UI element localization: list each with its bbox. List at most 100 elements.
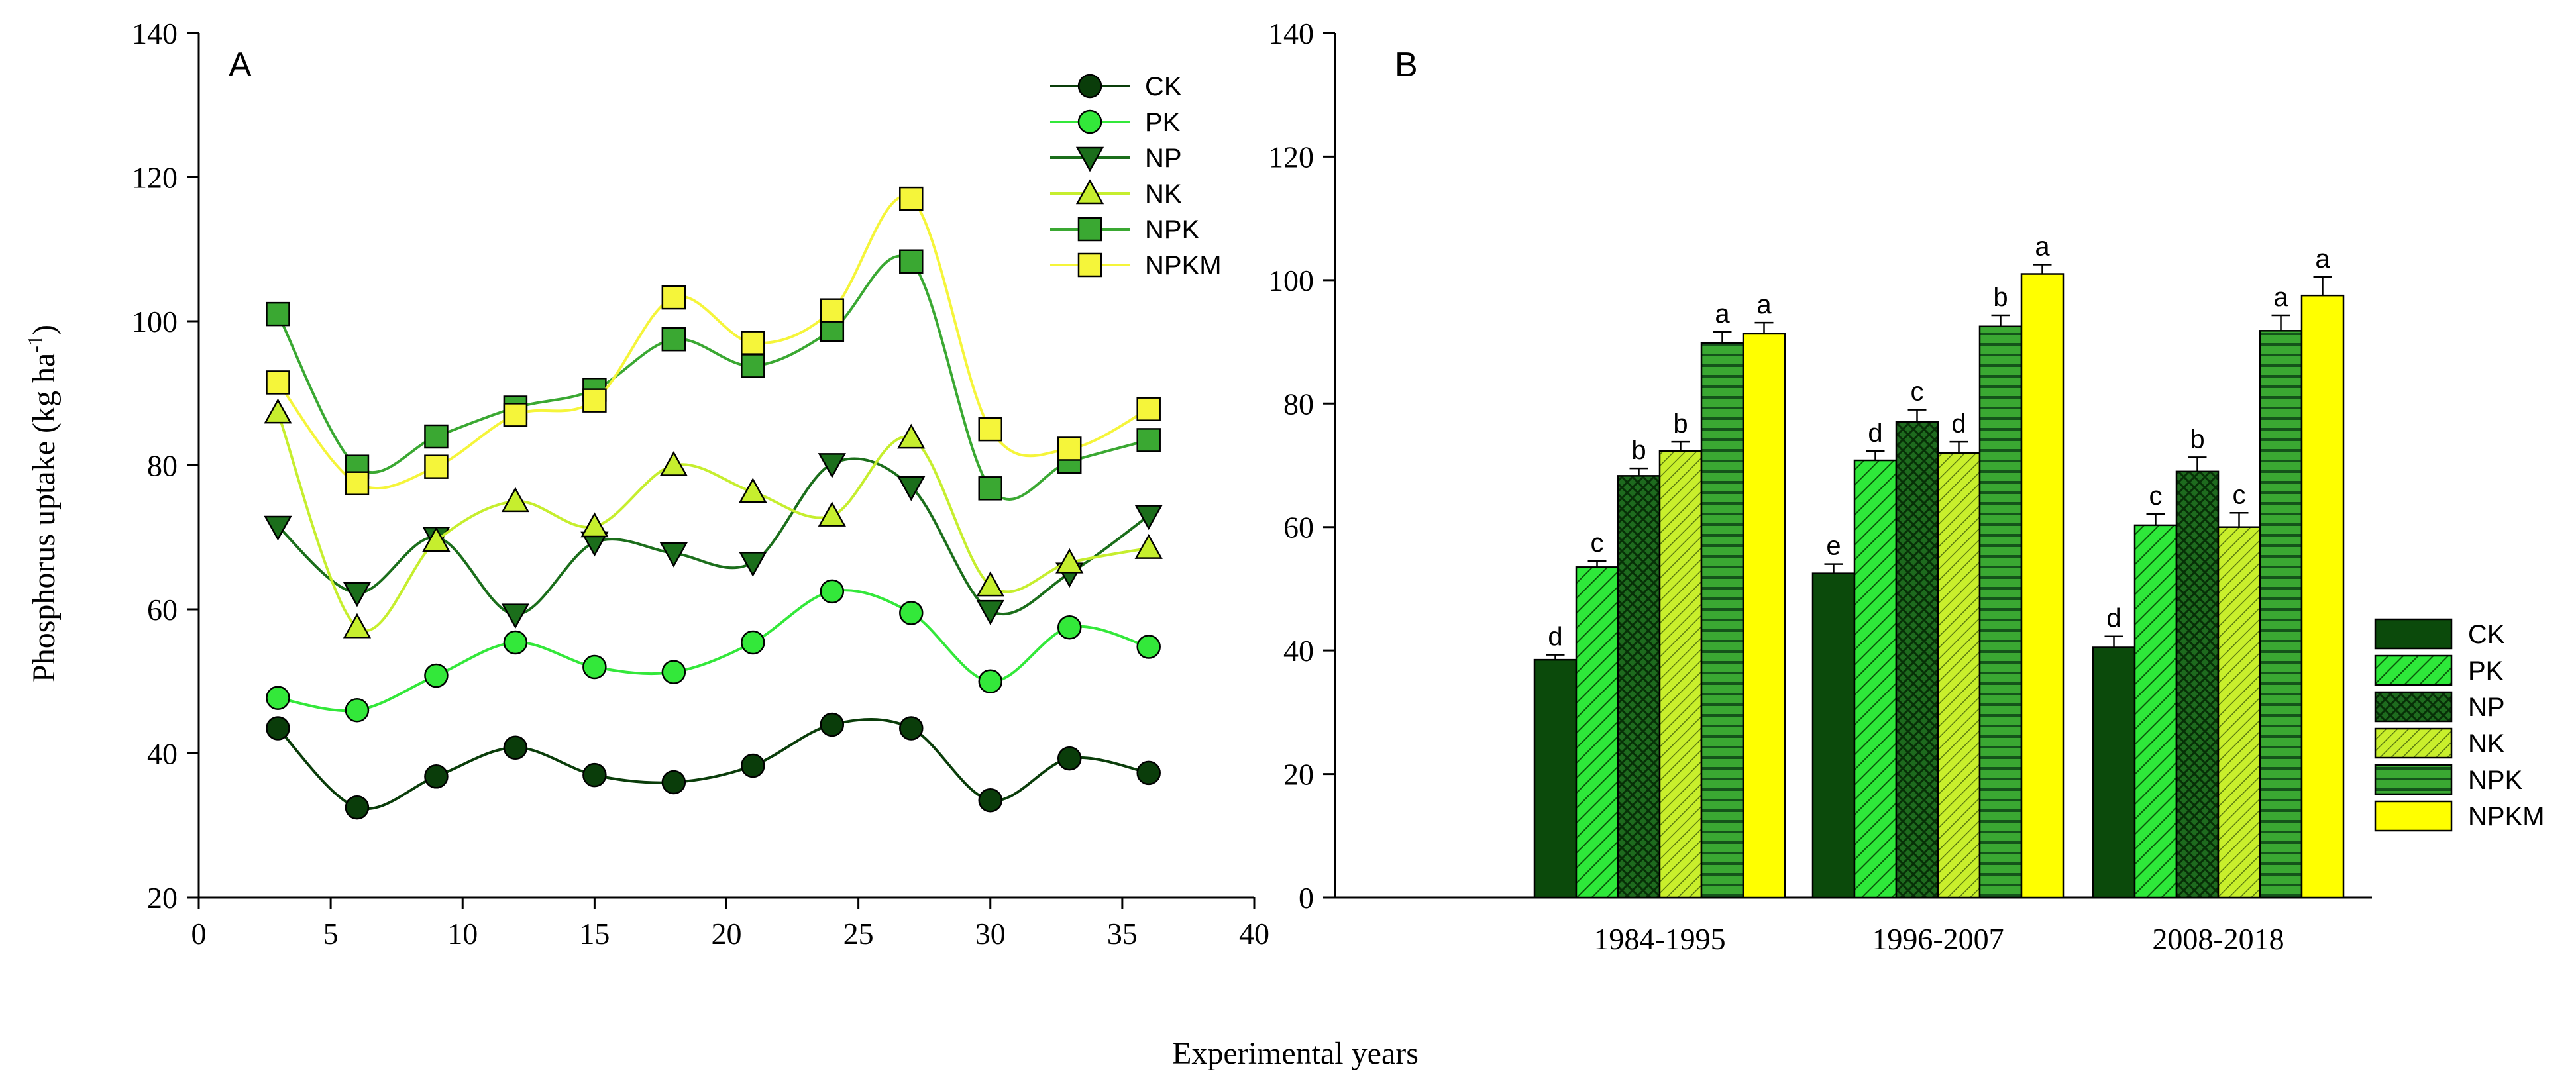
series-pk-point xyxy=(424,663,449,688)
series-npkm-point xyxy=(1057,436,1082,461)
bar-nk xyxy=(1937,452,1981,899)
legend-swatch xyxy=(2374,764,2453,795)
series-nk-point xyxy=(1134,534,1163,559)
panel-b-y-tick-label: 0 xyxy=(1299,881,1314,915)
panel-a-y-tick-label: 120 xyxy=(132,161,178,195)
bar-pk xyxy=(1575,566,1619,899)
legend-label: NK xyxy=(1145,180,1182,209)
y-axis-title-main: Phosphorus uptake (kg ha xyxy=(27,353,62,682)
series-npkm-point xyxy=(582,388,607,413)
series-pk-point xyxy=(1136,635,1161,659)
series-np-point xyxy=(818,453,846,478)
series-npkm-point xyxy=(266,370,290,395)
bar-npkm xyxy=(1742,333,1786,899)
series-npk xyxy=(266,249,1161,501)
significance-letter: d xyxy=(2106,604,2121,633)
panel-b-y-tick-label: 100 xyxy=(1268,264,1314,297)
group-2008-2018: d cbc aa xyxy=(2092,244,2345,899)
series-np-point xyxy=(897,476,926,501)
series-pk-point xyxy=(899,601,924,625)
panel-b-x-tick-label: 2008-2018 xyxy=(2152,922,2284,956)
series-pk-point xyxy=(266,686,290,711)
series-np-point xyxy=(264,515,292,541)
series-npkm-point xyxy=(741,331,765,355)
series-ck-point xyxy=(899,716,924,741)
series-ck-point xyxy=(820,712,845,737)
series-ck-point xyxy=(978,788,1002,813)
series-npkm xyxy=(266,186,1161,495)
series-ck-point xyxy=(1136,760,1161,786)
panel-b-y-tick-label: 140 xyxy=(1268,17,1314,50)
series-nk-point xyxy=(501,487,530,513)
bar-np xyxy=(1895,421,1939,899)
series-npkm-point xyxy=(820,298,845,323)
panel-a-y-tick-label: 20 xyxy=(147,881,178,915)
series-npk-point xyxy=(1136,428,1161,452)
panel-a-x-tick-label: 40 xyxy=(1239,917,1269,950)
panel-b-label: B xyxy=(1395,46,1418,84)
y-axis-title-sup: -1 xyxy=(23,335,47,353)
series-nk-point xyxy=(343,613,372,639)
legend-label: NK xyxy=(2468,729,2505,758)
legend-marker xyxy=(1077,217,1102,242)
bar-nk xyxy=(2217,526,2261,899)
bar-npk xyxy=(1978,325,2023,899)
panel-b-y-tick-label: 20 xyxy=(1283,758,1314,792)
series-nk-point xyxy=(897,423,926,449)
panel-a-line-chart: 20 40 60 80 100 120 140 0 5 10 15 20 25 30 35 40 A CK PK NP… xyxy=(132,17,1269,950)
panel-b-x-tick-label: 1984-1995 xyxy=(1593,922,1725,956)
panel-a-y-tick-label: 40 xyxy=(147,737,178,771)
series-npkm-point xyxy=(978,417,1002,442)
panel-a-y-tick-label: 140 xyxy=(132,17,178,50)
series-npkm-point xyxy=(424,454,449,479)
bar-nk xyxy=(1658,450,1703,899)
series-pk-point xyxy=(741,630,765,655)
panel-a-x-tick-label: 35 xyxy=(1107,917,1138,950)
panel-a-x-tick-label: 30 xyxy=(975,917,1006,950)
series-nk-point xyxy=(659,450,688,476)
panel-a-y-tick-label: 60 xyxy=(147,593,178,627)
series-pk-line xyxy=(278,589,1150,713)
significance-letter: c xyxy=(1591,529,1604,558)
series-npk-line xyxy=(276,254,1150,501)
bar-np xyxy=(2175,470,2220,899)
bar-ck xyxy=(1533,658,1578,899)
series-pk-point xyxy=(820,579,845,604)
legend-label: NP xyxy=(1145,144,1182,173)
significance-letter: b xyxy=(2190,425,2204,454)
x-axis-title: Experimental years xyxy=(1172,1036,1419,1071)
series-npk-point xyxy=(978,476,1002,501)
legend-label: NPKM xyxy=(1145,251,1222,280)
legend-swatch xyxy=(2374,727,2453,759)
series-npk-point xyxy=(424,424,449,449)
series-npkm-point xyxy=(661,285,686,310)
legend-label: NP xyxy=(2468,693,2505,722)
series-np-point xyxy=(659,542,688,568)
series-ck-point xyxy=(1057,746,1082,771)
series-nk-point xyxy=(1055,548,1084,574)
legend-label: CK xyxy=(1145,72,1182,101)
bar-npk xyxy=(2259,330,2303,899)
legend-swatch xyxy=(2374,654,2453,686)
series-ck-point xyxy=(345,795,370,820)
significance-letter: a xyxy=(2273,283,2288,312)
series-nk-point xyxy=(818,501,846,527)
series-ck-point xyxy=(503,735,528,760)
legend-label: NPK xyxy=(2468,766,2523,795)
series-npk-point xyxy=(741,354,765,378)
series-nk-point xyxy=(264,398,292,424)
series-pk-point xyxy=(1057,615,1082,640)
bar-pk xyxy=(2133,524,2178,899)
series-np-point xyxy=(343,582,372,607)
panel-a-x-tick-label: 20 xyxy=(712,917,742,950)
legend-label: PK xyxy=(1145,108,1181,137)
panel-a-legend: CK PK NP NK NPK NPKM xyxy=(1050,72,1222,280)
significance-letter: a xyxy=(2035,232,2050,262)
series-nk xyxy=(264,398,1163,639)
series-nk-line xyxy=(276,412,1150,633)
series-pk-point xyxy=(978,669,1002,693)
series-npk-point xyxy=(661,327,686,352)
series-pk-point xyxy=(503,630,528,655)
legend-marker xyxy=(1075,179,1104,205)
group-1984-1995: d c bb a a xyxy=(1533,290,1786,899)
